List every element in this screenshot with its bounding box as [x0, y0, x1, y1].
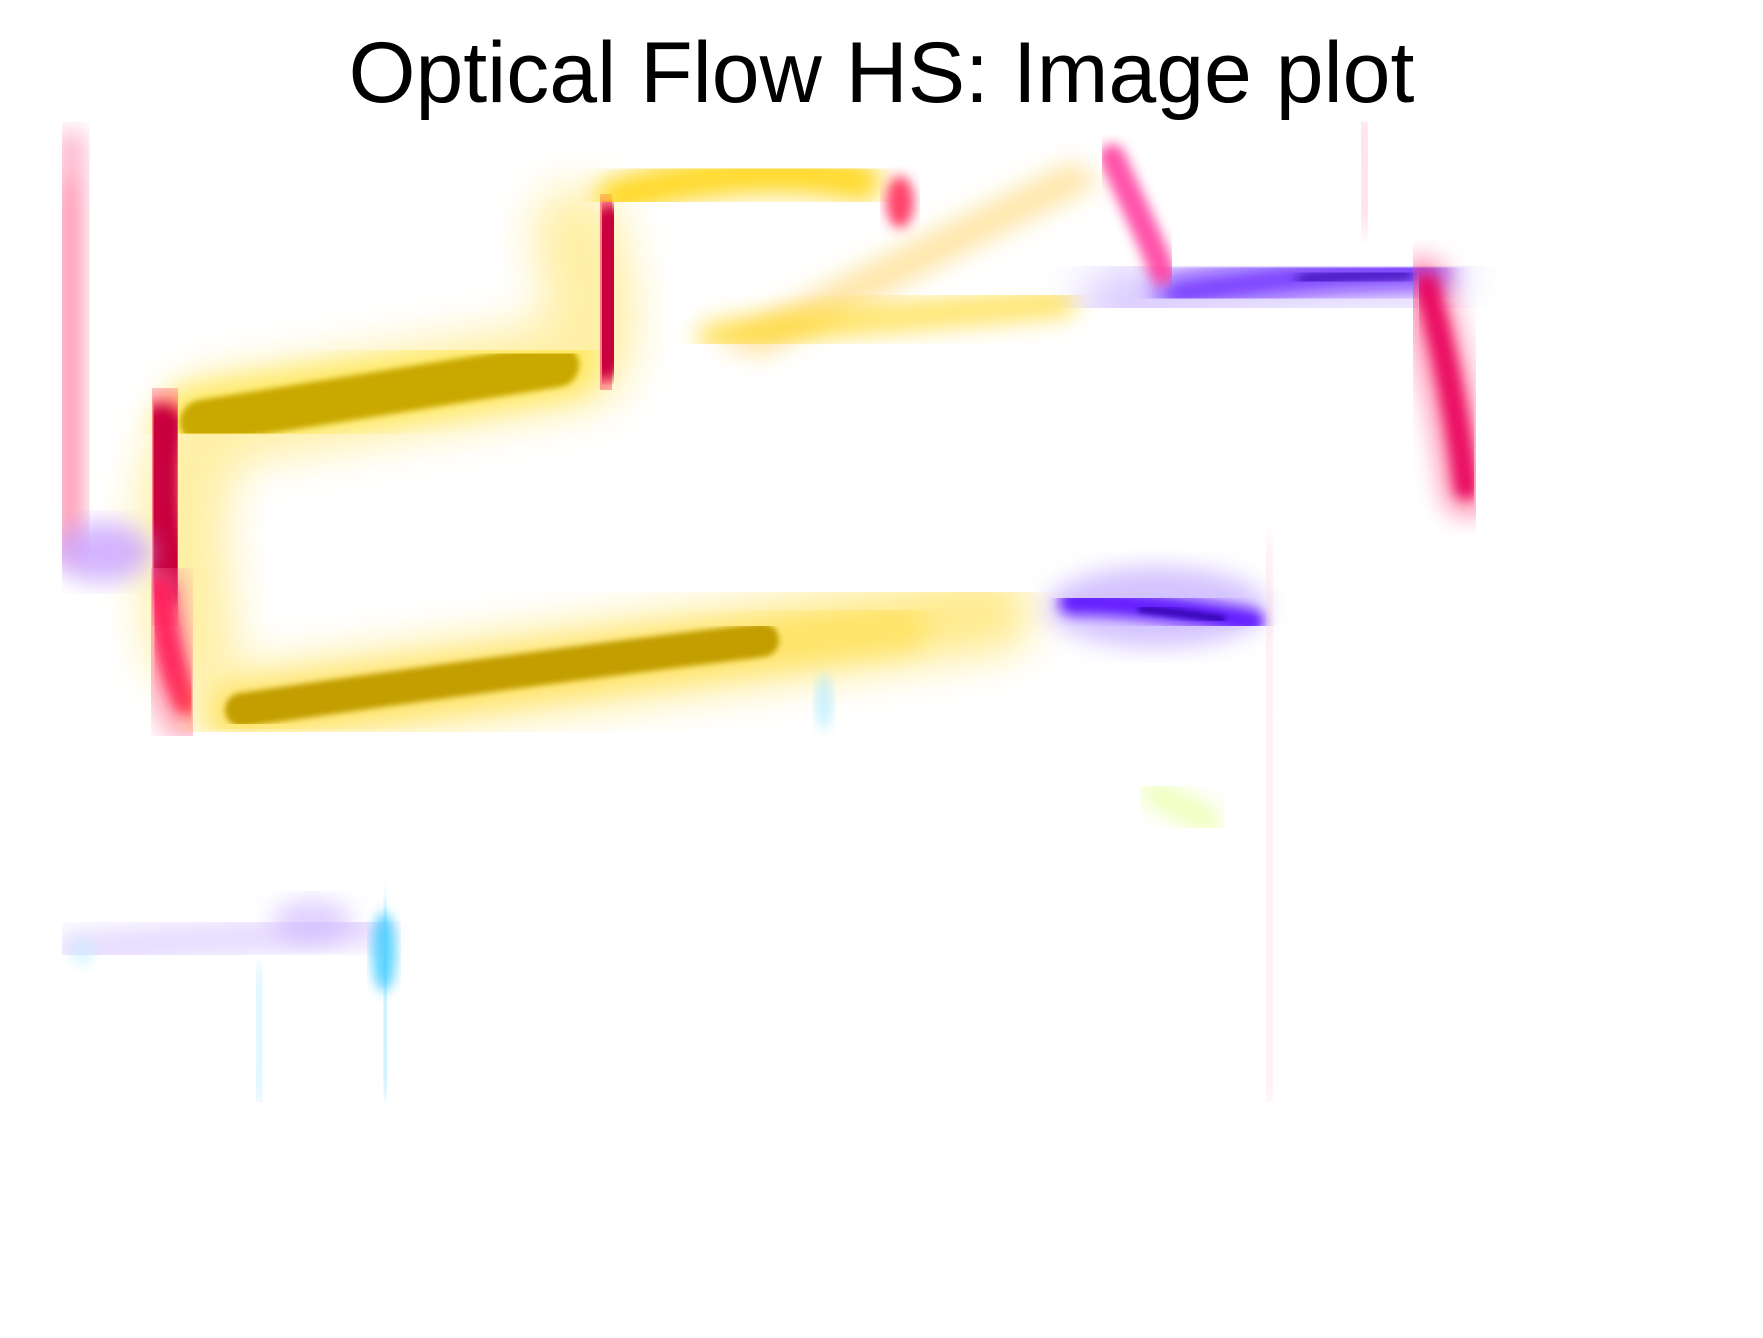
left-purple-haze — [62, 522, 152, 582]
figure-title: Optical Flow HS: Image plot — [348, 25, 1415, 121]
upper-right-magenta-diagonal — [1099, 144, 1175, 285]
lower-violet-blob — [1047, 567, 1267, 647]
bottom-left-cyan-strokes — [70, 897, 402, 1109]
flow-image-plot — [62, 122, 1742, 1242]
faint-right-vertical-line — [1260, 535, 1279, 1109]
flow-image-svg — [62, 122, 1742, 1242]
lower-yellow-stroke — [192, 572, 1032, 752]
lime-smear — [1142, 782, 1222, 832]
faint-top-right-line — [1351, 122, 1378, 233]
left-edge-band — [62, 132, 84, 562]
middle-cyan-tick — [816, 674, 832, 730]
bottom-margin — [62, 1102, 1742, 1242]
right-pink-stroke — [1397, 257, 1492, 517]
upper-step-stroke — [121, 153, 914, 742]
diagonal-yellow-wedge — [697, 162, 1102, 357]
bottom-left-purple-band — [62, 900, 390, 968]
